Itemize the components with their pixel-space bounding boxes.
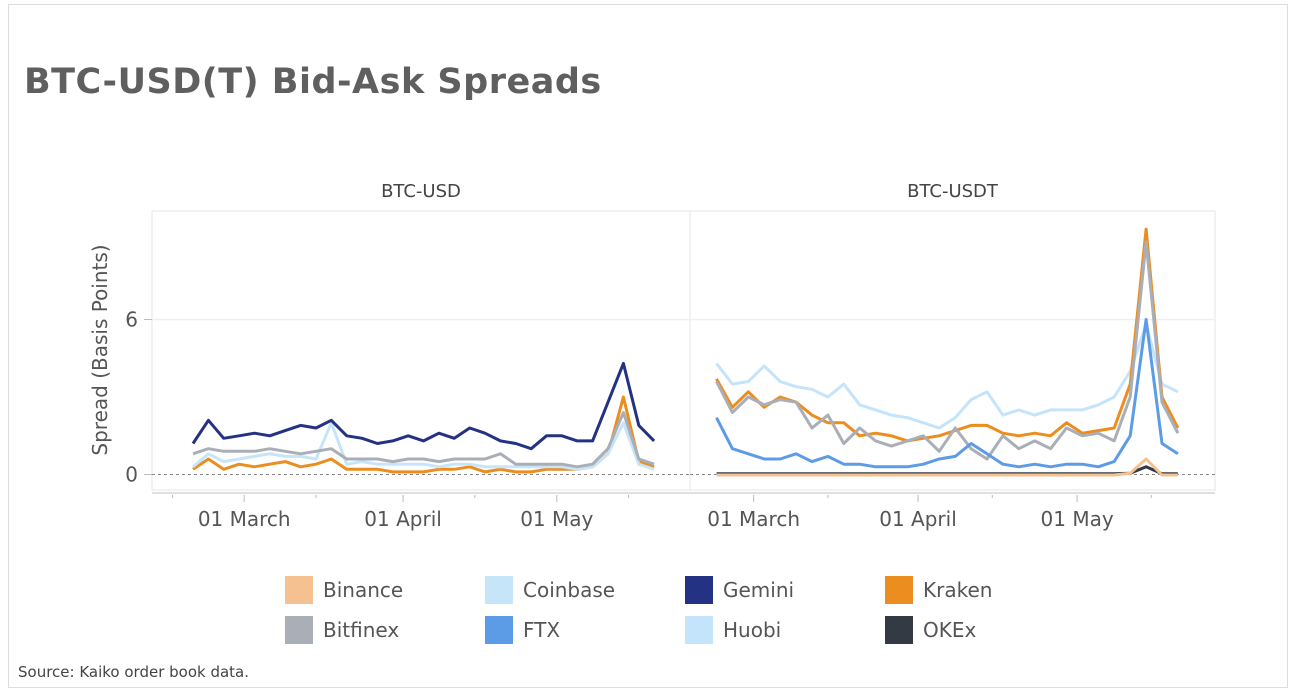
legend-swatch bbox=[485, 576, 513, 604]
series-line-okex bbox=[716, 465, 1178, 476]
legend-label: Gemini bbox=[723, 578, 795, 602]
legend-label: Bitfinex bbox=[323, 618, 400, 642]
legend-item-ftx[interactable]: FTX bbox=[485, 616, 560, 644]
y-tick-label: 6 bbox=[125, 308, 138, 332]
legend-item-coinbase[interactable]: Coinbase bbox=[485, 576, 615, 604]
legend-label: Huobi bbox=[723, 618, 782, 642]
legend-swatch bbox=[685, 576, 713, 604]
panel-title: BTC-USD bbox=[381, 181, 461, 202]
panel-title: BTC-USDT bbox=[907, 181, 999, 202]
legend-label: Kraken bbox=[923, 578, 993, 602]
series-line-bitfinex bbox=[192, 411, 655, 469]
chart-title: BTC-USD(T) Bid-Ask Spreads bbox=[24, 62, 602, 102]
x-tick-label: 01 March bbox=[707, 507, 800, 531]
x-tick-label: 01 May bbox=[520, 507, 593, 531]
series-line-binance bbox=[716, 457, 1178, 477]
panel-btc-usd: BTC-USD 01 March 01 April 01 May 0 6 Spread (B… bbox=[88, 181, 691, 531]
series-line-huobi bbox=[715, 323, 1179, 430]
legend-item-binance[interactable]: Binance bbox=[285, 576, 403, 604]
y-axis-label: Spread (Basis Points) bbox=[88, 244, 112, 455]
legend-swatch bbox=[285, 616, 313, 644]
legend-swatch bbox=[485, 616, 513, 644]
legend-swatch bbox=[885, 576, 913, 604]
series-line-kraken bbox=[715, 227, 1180, 443]
legend-swatch bbox=[885, 616, 913, 644]
legend-item-huobi[interactable]: Huobi bbox=[685, 616, 781, 644]
legend-swatch bbox=[285, 576, 313, 604]
legend-item-gemini[interactable]: Gemini bbox=[685, 576, 794, 604]
legend-label: FTX bbox=[523, 618, 561, 642]
legend-label: OKEx bbox=[923, 618, 977, 642]
y-tick-label: 0 bbox=[125, 463, 138, 487]
series-line-ftx bbox=[715, 318, 1179, 469]
source-note: Source: Kaiko order book data. bbox=[18, 663, 250, 681]
x-tick-label: 01 May bbox=[1041, 507, 1114, 531]
panel-btc-usdt: BTC-USDT 01 March 01 April 01 May bbox=[689, 181, 1216, 531]
x-tick-label: 01 March bbox=[198, 507, 291, 531]
series-line-bitfinex bbox=[715, 240, 1180, 461]
series-line-coinbase bbox=[192, 421, 655, 471]
panel-frame bbox=[689, 210, 1216, 491]
x-tick-label: 01 April bbox=[364, 507, 442, 531]
legend-swatch bbox=[685, 616, 713, 644]
legend-item-bitfinex[interactable]: Bitfinex bbox=[285, 616, 399, 644]
legend-label: Binance bbox=[323, 578, 404, 602]
chart-card bbox=[8, 4, 1288, 688]
legend-label: Coinbase bbox=[523, 578, 616, 602]
legend-item-okex[interactable]: OKEx bbox=[885, 616, 976, 644]
series-line-gemini bbox=[191, 361, 656, 451]
legend-item-kraken[interactable]: Kraken bbox=[885, 576, 992, 604]
x-tick-label: 01 April bbox=[879, 507, 957, 531]
